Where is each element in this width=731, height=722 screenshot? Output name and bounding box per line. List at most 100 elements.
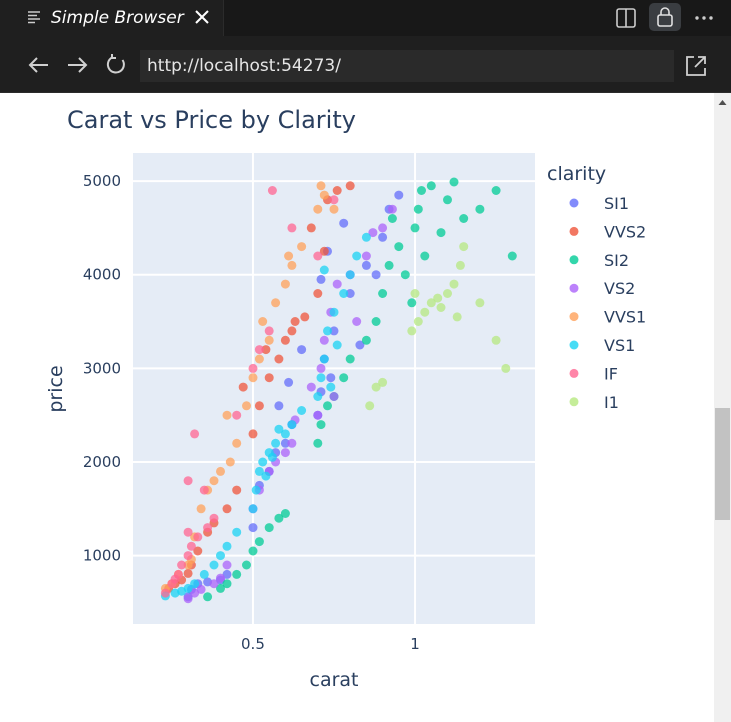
data-point-vs2 [306,382,316,392]
tab-simple-browser[interactable]: Simple Browser [0,0,224,36]
data-point-vvs2 [300,312,310,322]
legend-label-vvs2[interactable]: VVS2 [604,222,646,241]
data-point-vvs2 [319,246,329,256]
scrollbar-thumb[interactable] [715,408,730,520]
data-point-if [193,532,203,542]
legend-label-i1[interactable]: I1 [604,393,619,412]
data-points [160,177,517,604]
data-point-si2 [371,317,381,326]
data-point-vs1 [222,541,232,551]
legend-label-si2[interactable]: SI2 [604,251,629,270]
data-point-si1 [280,438,290,448]
data-point-si2 [216,583,225,593]
data-point-vvs2 [287,326,297,336]
data-point-vs1 [326,382,336,392]
data-point-vvs2 [332,186,342,195]
y-tick-label: 1000 [83,547,121,565]
data-point-vs1 [199,569,209,579]
data-point-si2 [378,289,388,298]
legend-swatch-vs2 [569,283,579,293]
data-point-i1 [413,317,423,326]
data-point-si1 [284,377,294,387]
data-point-vs2 [332,279,342,289]
chart-title: Carat vs Price by Clarity [67,106,356,134]
data-point-vs2 [313,410,323,420]
legend-label-if[interactable]: IF [604,364,618,383]
data-point-if [232,410,242,420]
legend-label-si1[interactable]: SI1 [604,194,629,213]
data-point-vs1 [345,270,355,280]
legend-label-vs1[interactable]: VS1 [604,336,635,355]
data-point-vvs2 [264,373,274,383]
data-point-i1 [378,377,388,387]
split-editor-icon[interactable] [613,5,639,31]
tab-title: Simple Browser [51,8,184,28]
data-point-vvs1 [258,317,268,326]
data-point-vvs2 [248,429,258,439]
data-point-i1 [459,242,469,252]
data-point-si2 [222,579,232,589]
data-point-vs1 [361,232,371,242]
data-point-vs1 [209,560,219,570]
data-point-si2 [361,335,371,345]
data-point-vs1 [254,466,264,476]
data-point-si2 [280,509,290,518]
data-point-i1 [449,279,459,289]
data-point-si2 [413,204,423,214]
reload-icon[interactable] [104,53,128,77]
open-external-icon[interactable] [683,53,709,79]
data-point-vs1 [329,307,339,317]
data-point-if [254,345,264,355]
data-point-if [170,574,180,584]
data-point-si2 [316,420,326,430]
data-point-si2 [420,251,430,261]
arrow-left-icon[interactable] [27,53,51,77]
data-point-vvs1 [271,298,281,308]
legend-label-vs2[interactable]: VS2 [604,279,635,298]
url-input[interactable] [140,50,674,82]
data-point-vvs2 [222,504,232,514]
scroll-up-icon[interactable] [718,98,727,107]
data-point-vs2 [222,560,232,570]
x-axis-title: carat [310,669,359,691]
data-point-si1 [326,373,336,383]
data-point-vs1 [280,429,290,439]
data-point-i1 [452,312,462,322]
more-icon[interactable] [691,5,717,31]
data-point-i1 [407,326,417,336]
data-point-si2 [242,560,251,570]
data-point-if [160,588,170,598]
arrow-right-icon[interactable] [65,53,89,77]
legend-swatch-if [569,368,579,378]
data-point-i1 [475,298,485,308]
data-point-si2 [449,177,459,187]
data-point-si2 [274,513,284,523]
lock-icon[interactable] [649,3,681,31]
data-point-i1 [501,363,511,373]
data-point-vs1 [319,354,329,364]
legend-label-vvs1[interactable]: VVS1 [604,308,646,327]
legend-swatch-si2 [569,255,579,265]
x-tick-label: 0.5 [241,635,265,653]
data-point-si2 [410,223,420,233]
data-point-vvs2 [238,382,248,392]
data-point-i1 [410,289,420,298]
data-point-vs1 [261,471,271,481]
data-point-vvs1 [232,438,242,448]
preview-lines-icon [28,11,40,24]
data-point-si1 [274,401,284,411]
data-point-si2 [203,592,213,602]
data-point-vs1 [316,373,326,383]
data-point-vvs1 [319,190,329,200]
data-point-vvs2 [254,401,264,411]
vertical-scrollbar[interactable] [714,93,731,722]
data-point-si2 [345,354,355,364]
data-point-if [264,326,274,336]
data-point-vvs1 [287,260,297,270]
data-point-i1 [426,298,436,308]
data-point-vs1 [323,326,332,336]
data-point-vs2 [361,251,371,261]
data-point-i1 [420,307,430,317]
close-icon[interactable] [193,8,211,26]
data-point-vvs1 [316,181,326,191]
